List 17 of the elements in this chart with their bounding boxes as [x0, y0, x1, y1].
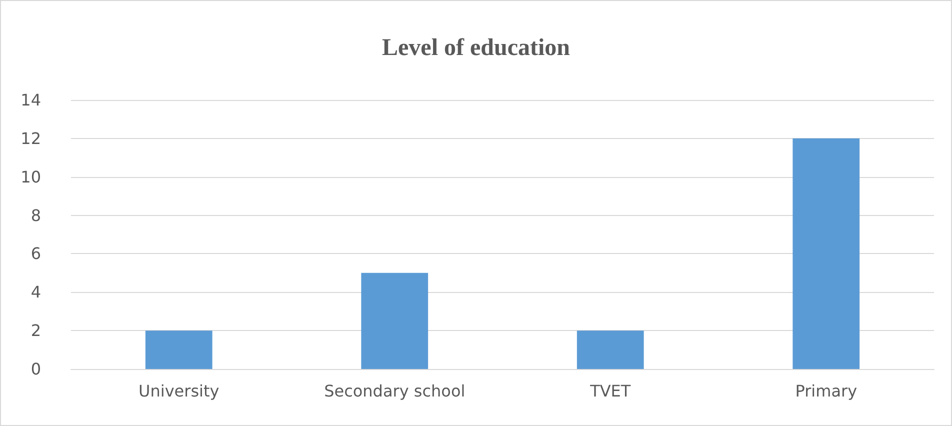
y-tick-label: 6: [30, 244, 41, 264]
y-tick-label: 10: [20, 167, 41, 186]
y-tick-label: 14: [20, 90, 41, 110]
bar: [361, 272, 428, 369]
x-tick-label: Primary: [795, 382, 858, 400]
y-tick-label: 2: [30, 321, 41, 340]
bar: [145, 330, 212, 369]
x-tick-label: University: [138, 382, 220, 400]
y-tick-label: 0: [30, 360, 41, 378]
x-tick-label: Secondary school: [324, 382, 466, 400]
x-tick-label: TVET: [589, 382, 631, 400]
y-tick-label: 4: [30, 282, 41, 302]
y-tick-label: 8: [30, 206, 41, 225]
y-tick-label: 12: [20, 128, 41, 148]
bar: [792, 138, 860, 369]
chart-title: Level of education: [382, 35, 570, 61]
bar: [576, 330, 644, 369]
